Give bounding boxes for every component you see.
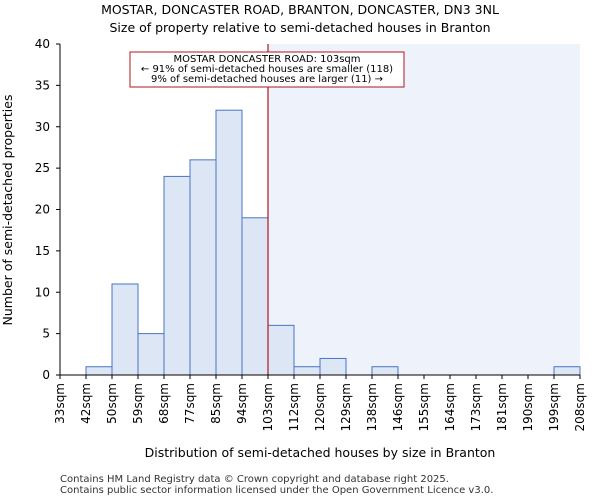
- x-tick-label: 199sqm: [547, 383, 561, 431]
- y-ticks-group: 0 5 10 15 20 25 30 35 40: [35, 37, 60, 382]
- x-tick-label: 94sqm: [235, 383, 249, 424]
- bar-112sqm: [293, 366, 321, 376]
- y-tick-label: 5: [42, 327, 50, 341]
- annotation-line-3: 9% of semi-detached houses are larger (1…: [151, 74, 383, 85]
- x-ticks-group: 33sqm 42sqm 50sqm 59sqm 68sqm 77sqm 85sqm 94sqm…: [53, 375, 587, 431]
- x-tick-label: 190sqm: [521, 383, 535, 431]
- x-tick-label: 33sqm: [53, 383, 67, 424]
- larger-region-shade: [268, 44, 580, 375]
- annotation-box: MOSTAR DONCASTER ROAD: 103sqm ← 91% of s…: [129, 51, 405, 88]
- y-tick-label: 35: [35, 78, 50, 92]
- y-tick-label: 10: [35, 285, 50, 299]
- x-tick-label: 112sqm: [287, 383, 301, 431]
- x-tick-label: 129sqm: [339, 383, 353, 431]
- x-tick-label: 164sqm: [443, 383, 457, 431]
- bar-68sqm: [163, 175, 191, 376]
- bar-103sqm: [267, 324, 295, 376]
- x-tick-label: 138sqm: [365, 383, 379, 431]
- chart-subtitle: Size of property relative to semi-detach…: [109, 20, 490, 35]
- bar-85sqm: [215, 109, 243, 376]
- chart-title: MOSTAR, DONCASTER ROAD, BRANTON, DONCAST…: [101, 2, 499, 17]
- bar-199sqm: [553, 366, 581, 376]
- y-tick-label: 40: [35, 37, 50, 51]
- x-tick-label: 68sqm: [157, 383, 171, 424]
- y-axis-label: Number of semi-detached properties: [0, 95, 15, 326]
- x-tick-label: 208sqm: [573, 383, 587, 431]
- x-tick-label: 146sqm: [391, 383, 405, 431]
- annotation-line-1: MOSTAR DONCASTER ROAD: 103sqm: [173, 54, 360, 65]
- bar-50sqm: [111, 283, 139, 376]
- bars-group: [85, 109, 581, 376]
- x-tick-label: 120sqm: [313, 383, 327, 431]
- x-tick-label: 103sqm: [261, 383, 275, 431]
- bar-59sqm: [137, 333, 165, 376]
- x-tick-label: 155sqm: [417, 383, 431, 431]
- annotation-line-2: ← 91% of semi-detached houses are smalle…: [141, 64, 393, 75]
- x-tick-label: 42sqm: [79, 383, 93, 424]
- y-tick-label: 30: [35, 120, 50, 134]
- bar-120sqm: [319, 357, 347, 376]
- x-tick-label: 173sqm: [469, 383, 483, 431]
- y-tick-label: 20: [35, 203, 50, 217]
- y-tick-label: 0: [42, 368, 50, 382]
- bar-138sqm: [371, 366, 399, 376]
- x-tick-label: 181sqm: [495, 383, 509, 431]
- x-tick-label: 77sqm: [183, 383, 197, 424]
- x-tick-label: 59sqm: [131, 383, 145, 424]
- bar-77sqm: [189, 159, 217, 376]
- x-axis-label: Distribution of semi-detached houses by …: [145, 445, 496, 460]
- x-tick-label: 50sqm: [105, 383, 119, 424]
- x-tick-label: 85sqm: [209, 383, 223, 424]
- bar-42sqm: [85, 366, 113, 376]
- y-tick-label: 25: [35, 161, 50, 175]
- y-tick-label: 15: [35, 244, 50, 258]
- bar-94sqm: [241, 217, 269, 376]
- footer-line-2: Contains public sector information licen…: [60, 485, 494, 496]
- footer-line-1: Contains HM Land Registry data © Crown c…: [60, 474, 449, 485]
